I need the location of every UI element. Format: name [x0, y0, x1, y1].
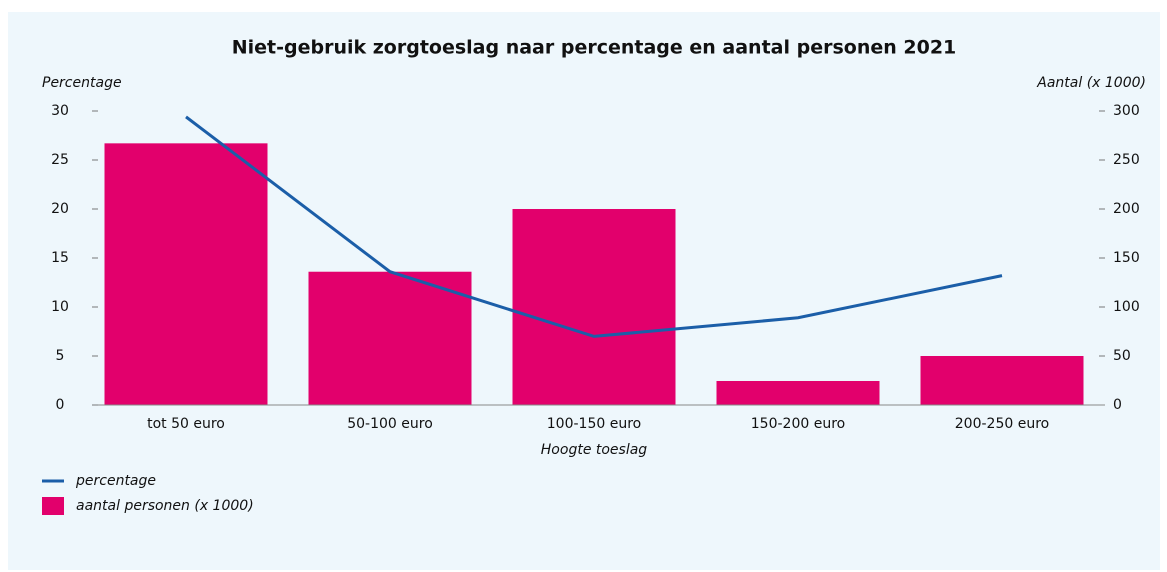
x-tick-label: 200-250 euro	[955, 416, 1049, 432]
bar	[308, 271, 472, 405]
y2-axis-label: Aantal (x 1000)	[1036, 75, 1146, 91]
y-tick-label: 30	[51, 103, 69, 119]
y-axis-label: Percentage	[42, 75, 122, 91]
chart-title: Niet-gebruik zorgtoeslag naar percentage…	[232, 37, 957, 59]
x-tick-label: tot 50 euro	[147, 416, 225, 432]
y2-tick-label: 300	[1113, 103, 1140, 119]
y2-tick-label: 0	[1113, 397, 1122, 413]
y-tick-label: 5	[56, 348, 65, 364]
legend-label: aantal personen (x 1000)	[76, 498, 254, 514]
y2-tick-label: 100	[1113, 299, 1140, 315]
bar	[920, 356, 1084, 405]
legend-swatch	[42, 497, 64, 515]
y2-tick-label: 250	[1113, 152, 1140, 168]
y-tick-label: 20	[51, 201, 69, 217]
bar	[104, 143, 268, 405]
x-tick-label: 100-150 euro	[547, 416, 641, 432]
bar	[512, 209, 676, 405]
x-tick-label: 50-100 euro	[347, 416, 433, 432]
y2-tick-label: 150	[1113, 250, 1140, 266]
y-tick-label: 10	[51, 299, 69, 315]
y-tick-label: 25	[51, 152, 69, 168]
x-tick-label: 150-200 euro	[751, 416, 845, 432]
y2-tick-label: 200	[1113, 201, 1140, 217]
y-tick-label: 15	[51, 250, 69, 266]
x-axis-label: Hoogte toeslag	[541, 442, 648, 458]
legend-label: percentage	[75, 473, 156, 489]
y-tick-label: 0	[56, 397, 65, 413]
line	[185, 115, 1003, 338]
y2-tick-label: 50	[1113, 348, 1131, 364]
bar	[716, 380, 880, 405]
